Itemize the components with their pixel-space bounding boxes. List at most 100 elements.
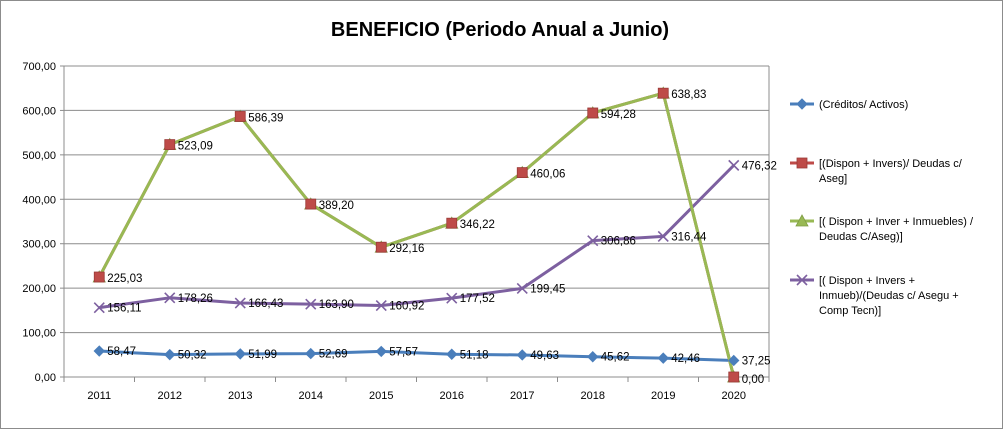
data-point xyxy=(305,298,317,310)
data-point xyxy=(164,292,176,304)
series-line xyxy=(97,91,736,378)
chart-title: BENEFICIO (Periodo Anual a Junio) xyxy=(331,19,669,41)
x-tick-label: 2019 xyxy=(651,390,675,402)
legend-marker xyxy=(795,214,809,227)
data-point xyxy=(375,345,387,358)
data-point xyxy=(234,297,246,309)
data-label: 156,11 xyxy=(107,303,141,315)
data-label: 594,28 xyxy=(601,109,636,121)
legend-label: [( Dispon + Invers + xyxy=(819,275,915,287)
y-tick-label: 100,00 xyxy=(22,328,56,340)
data-label: 51,18 xyxy=(460,349,489,361)
x-tick-label: 2020 xyxy=(722,390,746,402)
data-label: 638,83 xyxy=(671,89,706,101)
data-label: 586,39 xyxy=(248,112,283,124)
x-tick-label: 2013 xyxy=(228,390,252,402)
data-label: 177,52 xyxy=(460,293,495,305)
data-labels: 58,47 50,32 51,99 52,69 57,57 51,18 49,63 45,62… xyxy=(107,89,777,386)
data-label: 49,63 xyxy=(530,350,559,362)
data-point xyxy=(164,348,176,361)
data-point xyxy=(587,235,599,247)
x-tick-label: 2016 xyxy=(440,390,464,402)
axes: 0,00 100,00 200,00 300,00 400,00 500,00 600,00… xyxy=(22,61,770,402)
data-label: 199,45 xyxy=(530,283,565,295)
data-label: 523,09 xyxy=(178,141,213,153)
data-label: 166,43 xyxy=(248,298,283,310)
data-point xyxy=(93,302,105,314)
data-label: 225,03 xyxy=(107,273,142,285)
data-label: 163,90 xyxy=(319,299,354,311)
data-point xyxy=(234,111,246,122)
data-label: 0,00 xyxy=(742,374,764,386)
data-label: 306,86 xyxy=(601,236,636,248)
y-tick-label: 600,00 xyxy=(22,105,56,117)
data-label: 50,32 xyxy=(178,350,207,362)
data-label: 292,16 xyxy=(389,243,424,255)
data-point xyxy=(93,345,105,357)
data-point xyxy=(657,230,669,242)
x-tick-label: 2012 xyxy=(158,390,182,402)
data-label: 37,25 xyxy=(742,355,771,367)
legend-label: (Créditos/ Activos) xyxy=(819,99,908,111)
series-line xyxy=(99,349,734,362)
data-point xyxy=(728,354,740,367)
data-label: 316,44 xyxy=(671,231,707,243)
data-point xyxy=(93,271,105,283)
grid xyxy=(64,65,769,334)
data-point xyxy=(728,371,740,383)
data-point xyxy=(234,348,246,360)
x-tick-label: 2011 xyxy=(87,390,111,402)
series-line xyxy=(99,164,735,310)
legend: (Créditos/ Activos) [(Dispon + Invers)/ D… xyxy=(790,98,974,317)
x-tick-label: 2017 xyxy=(510,390,534,402)
data-point xyxy=(728,159,740,171)
legend-label: Comp Tecn)] xyxy=(819,305,881,317)
legend-marker xyxy=(796,274,808,286)
data-label: 389,20 xyxy=(319,200,354,212)
data-label: 476,32 xyxy=(742,160,777,172)
data-label: 57,57 xyxy=(389,346,418,358)
data-label: 42,46 xyxy=(671,353,700,365)
x-tick-label: 2014 xyxy=(299,390,323,402)
data-point xyxy=(516,349,528,361)
data-point xyxy=(305,198,317,210)
data-label: 52,69 xyxy=(319,349,348,361)
y-tick-label: 500,00 xyxy=(22,150,56,162)
x-tick-label: 2018 xyxy=(581,390,605,402)
data-label: 160,92 xyxy=(389,301,424,313)
y-tick-label: 300,00 xyxy=(22,239,56,251)
data-label: 51,99 xyxy=(248,349,277,361)
data-point xyxy=(446,348,458,360)
y-tick-label: 0,00 xyxy=(35,372,56,384)
data-label: 460,06 xyxy=(530,169,565,181)
legend-label: [( Dispon + Inver + Inmuebles) / xyxy=(819,216,974,228)
data-point xyxy=(587,351,599,363)
data-point xyxy=(305,347,317,360)
legend-label: Deudas C/Aseg)] xyxy=(819,231,903,243)
y-tick-label: 700,00 xyxy=(22,61,56,73)
legend-label: Inmueb)/(Deudas c/ Asegu + xyxy=(819,290,959,302)
data-label: 45,62 xyxy=(601,352,630,364)
legend-marker xyxy=(796,98,808,110)
legend-label: [(Dispon + Invers)/ Deudas c/ xyxy=(819,158,963,170)
data-point xyxy=(164,139,176,150)
data-label: 346,22 xyxy=(460,219,495,231)
data-point xyxy=(657,352,669,364)
x-tick-label: 2015 xyxy=(369,390,393,402)
data-point xyxy=(516,167,528,179)
y-tick-label: 200,00 xyxy=(22,283,56,295)
data-label: 58,47 xyxy=(107,346,136,358)
data-point xyxy=(657,87,669,99)
data-point xyxy=(587,107,599,119)
legend-label: Aseg] xyxy=(819,173,847,185)
data-label: 178,26 xyxy=(178,293,213,305)
legend-marker xyxy=(796,157,808,169)
data-point xyxy=(375,241,387,253)
data-point xyxy=(375,299,387,312)
data-point xyxy=(446,217,458,229)
data-point xyxy=(446,292,458,304)
y-tick-label: 400,00 xyxy=(22,194,56,206)
data-point xyxy=(516,282,528,294)
series-layer xyxy=(92,86,741,383)
